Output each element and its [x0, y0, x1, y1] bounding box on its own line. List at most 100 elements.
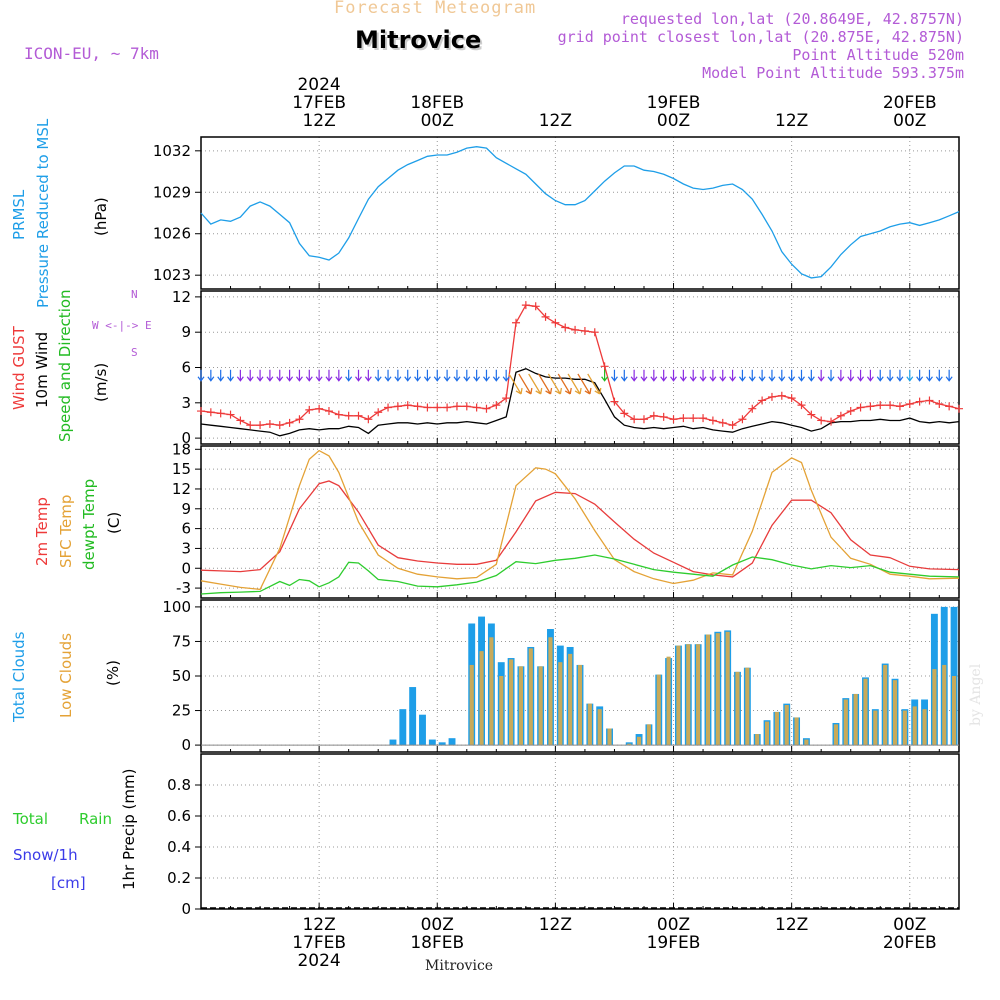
wind-arrow: [719, 369, 727, 382]
wind-arrow: [345, 369, 353, 382]
wind-arrow: [640, 369, 648, 382]
wind-series-line: [200, 367, 960, 437]
top-time-label: 00Z: [421, 111, 454, 131]
top-time-label: 19FEB: [647, 93, 701, 113]
wind-arrow: [384, 369, 392, 382]
low-cloud-bar: [696, 644, 701, 746]
low-cloud-bar: [499, 676, 504, 746]
gust-marker: [639, 415, 648, 424]
wind-arrow-strong: [577, 373, 592, 395]
wind-arrow: [847, 369, 855, 382]
wind-arrow: [394, 369, 402, 382]
pressure-ytick-label: 1029: [153, 183, 191, 201]
gust-marker: [620, 409, 629, 418]
clouds-ytick-label: 25: [172, 702, 191, 720]
gust-marker: [738, 415, 747, 424]
gust-marker: [895, 402, 904, 411]
gust-marker: [462, 402, 471, 411]
low-cloud-bar: [745, 667, 750, 746]
temperature-ytick-label: 0: [181, 559, 191, 577]
wind-arrow: [325, 369, 333, 382]
gust-marker: [512, 318, 521, 327]
low-cloud-bar: [764, 721, 770, 746]
total-cloud-bar: [409, 687, 417, 746]
wind-arrow: [236, 369, 244, 382]
wind-arrow: [817, 369, 825, 382]
bottom-time-label: 12Z: [775, 915, 808, 935]
wind-arrow: [502, 369, 510, 382]
wind-arrow: [660, 369, 668, 382]
wind-arrow: [788, 369, 796, 382]
temperature-series-line: [200, 554, 960, 595]
wind-arrow: [374, 369, 382, 382]
wind-arrow: [916, 369, 924, 382]
gust-marker: [915, 397, 924, 406]
low-cloud-bar: [666, 656, 671, 746]
gust-marker: [502, 394, 511, 403]
bottom-time-label: 20FEB: [883, 933, 937, 953]
gust-marker: [856, 403, 865, 412]
low-cloud-bar: [558, 662, 563, 746]
wind-arrow: [906, 369, 914, 382]
gust-marker: [600, 362, 609, 371]
pressure-series-line: [200, 146, 960, 279]
wind-arrow: [699, 369, 707, 382]
gust-marker: [521, 301, 530, 310]
low-cloud-bar: [863, 678, 868, 746]
wind-arrow: [886, 369, 894, 382]
wind-arrow-strong: [508, 373, 523, 395]
gust-marker: [787, 394, 796, 403]
gust-marker: [197, 407, 205, 416]
wind-ytick-label: 12: [172, 288, 191, 306]
gust-marker: [580, 327, 589, 336]
clouds-ytick-label: 100: [162, 598, 191, 616]
gust-marker: [384, 403, 393, 412]
gust-marker: [374, 408, 383, 417]
precipitation-frame: [200, 753, 960, 910]
precip-total-label: Total: [13, 810, 49, 828]
wind-arrow: [709, 369, 717, 382]
gust-marker: [758, 396, 767, 405]
gust-marker: [708, 416, 717, 425]
gust-marker: [472, 403, 481, 412]
wind-arrow: [227, 369, 235, 382]
gust-marker: [423, 403, 432, 412]
footer-location: Mitrovice: [425, 958, 494, 974]
wind-arrow: [729, 369, 737, 382]
gust-marker: [285, 418, 294, 427]
gust-marker: [935, 399, 944, 408]
gust-marker: [699, 414, 708, 423]
gust-marker: [905, 399, 914, 408]
low-cloud-bar: [577, 664, 583, 746]
low-cloud-bar: [479, 651, 484, 746]
total-cloud-bar: [389, 739, 397, 746]
wind-arrow: [266, 369, 274, 382]
low-cloud-bar: [755, 734, 760, 746]
wind-arrow: [207, 369, 215, 382]
low-cloud-bar: [784, 705, 789, 746]
low-cloud-bar: [528, 648, 533, 746]
wind-arrow: [738, 369, 746, 382]
precipitation-ytick-label: 0.4: [167, 838, 191, 856]
wind-arrow: [601, 369, 609, 382]
bottom-time-label: 00Z: [657, 915, 690, 935]
wind-arrow: [837, 369, 845, 382]
low-cloud-bar: [607, 728, 612, 746]
gust-marker: [797, 401, 806, 410]
gust-marker: [817, 416, 826, 425]
gust-marker: [433, 403, 442, 412]
gust-marker: [571, 325, 580, 334]
gust-marker: [728, 421, 737, 430]
compass-n: N: [131, 288, 138, 301]
low-cloud-bar: [656, 674, 661, 746]
bottom-time-label: 19FEB: [647, 933, 701, 953]
gust-marker: [305, 405, 314, 414]
gust-marker: [364, 415, 373, 424]
wind-arrow: [896, 369, 904, 382]
top-time-label: 20FEB: [883, 93, 937, 113]
wind-arrow: [286, 369, 294, 382]
wind-arrow: [473, 369, 481, 382]
gust-marker: [206, 408, 215, 417]
low-cloud-bar: [932, 669, 937, 746]
temperature-frame: [200, 445, 960, 599]
